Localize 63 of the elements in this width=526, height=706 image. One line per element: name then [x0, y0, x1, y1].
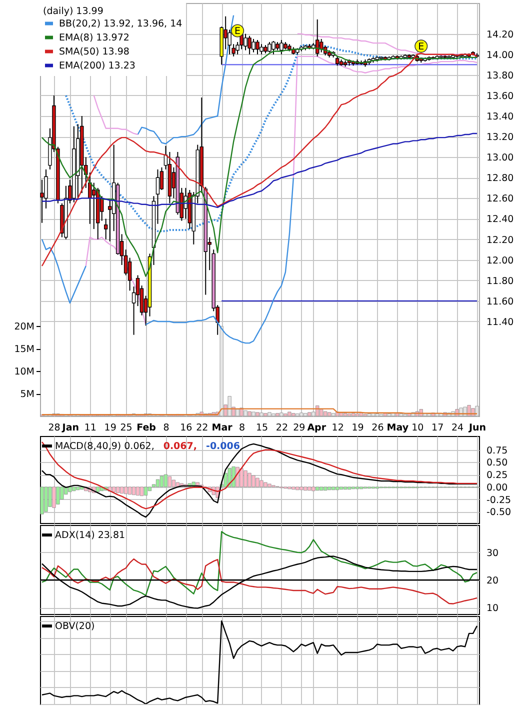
- x-tick-label: 8: [239, 422, 246, 434]
- y-tick-label: 0.75: [486, 445, 508, 456]
- y-tick-label: -0.50: [486, 507, 512, 518]
- y-tick-label: 30: [486, 548, 499, 559]
- y-tick-label: 0.25: [486, 470, 508, 482]
- x-tick-label: 12: [332, 422, 344, 434]
- x-tick-label: 8: [163, 422, 170, 434]
- x-tick-label: Jun: [468, 422, 486, 434]
- y2-tick-label: 15M: [14, 344, 34, 356]
- y-tick-label: 10: [486, 603, 499, 614]
- y-tick-label: 14.00: [486, 50, 514, 61]
- x-tick-label: 15: [256, 422, 268, 434]
- y-tick-label: 13.20: [486, 132, 514, 144]
- x-tick-label: Mar: [212, 422, 233, 434]
- x-tick-label: 29: [293, 422, 306, 434]
- x-tick-label: 17: [432, 422, 444, 434]
- x-tick-label: Apr: [307, 422, 326, 434]
- y-tick-label: 14.20: [486, 29, 514, 40]
- y2-tick-label: 5M: [20, 389, 34, 400]
- y-tick-label: 12.00: [486, 255, 514, 266]
- y-tick-label: 12.80: [486, 173, 514, 184]
- annotation: -0.006: [206, 441, 240, 452]
- y-tick-label: 11.40: [486, 316, 514, 328]
- x-tick-label: 19: [352, 422, 364, 434]
- y-tick-label: 13.80: [486, 70, 514, 82]
- x-tick-label: Jan: [61, 422, 80, 434]
- x-tick-label: 10: [412, 422, 424, 434]
- y-tick-label: 12.20: [486, 234, 514, 246]
- legend-label: EMA(8) 13.972: [59, 32, 130, 44]
- data-label: E: [234, 26, 241, 38]
- y-tick-label: 11.80: [486, 276, 514, 287]
- y2-tick-label: 20M: [14, 322, 34, 333]
- y-tick-label: 0.00: [486, 482, 508, 494]
- legend-label: MACD(8,40,9) 0.062,: [55, 441, 154, 452]
- x-tick-label: 26: [372, 422, 384, 434]
- y-tick-label: -0.25: [486, 494, 512, 506]
- x-tick-label: 19: [104, 422, 116, 434]
- data-label: E: [418, 42, 424, 53]
- x-tick-label: 11: [84, 422, 96, 434]
- legend-label: SMA(50) 13.98: [59, 46, 130, 58]
- y-tick-label: 12.40: [486, 214, 514, 226]
- x-tick-label: 28: [48, 422, 60, 434]
- x-tick-label: Feb: [136, 422, 156, 434]
- legend-label: ADX(14) 23.81: [55, 530, 126, 541]
- y-tick-label: 13.60: [486, 90, 514, 102]
- y-tick-label: 13.00: [486, 152, 514, 164]
- y-tick-label: 0.50: [486, 458, 508, 469]
- x-tick-label: 24: [452, 422, 464, 434]
- x-tick-label: 22: [196, 422, 208, 434]
- x-tick-label: 25: [120, 422, 132, 434]
- text: 0.067,: [163, 441, 198, 452]
- x-tick-label: May: [386, 422, 410, 434]
- x-tick-label: 22: [276, 422, 288, 434]
- y-tick-label: 13.40: [486, 112, 514, 123]
- y-tick-label: 20: [486, 576, 499, 587]
- legend-label: EMA(200) 13.23: [59, 60, 136, 72]
- legend-label: BB(20,2) 13.92, 13.96, 14: [59, 18, 182, 30]
- y-tick-label: 11.60: [486, 296, 514, 308]
- legend-label: OBV(20): [55, 621, 95, 632]
- y-tick-label: 12.60: [486, 194, 514, 205]
- y2-tick-label: 10M: [14, 366, 34, 378]
- x-tick-label: 16: [180, 422, 192, 434]
- chart-title: (daily) 13.99: [43, 6, 104, 17]
